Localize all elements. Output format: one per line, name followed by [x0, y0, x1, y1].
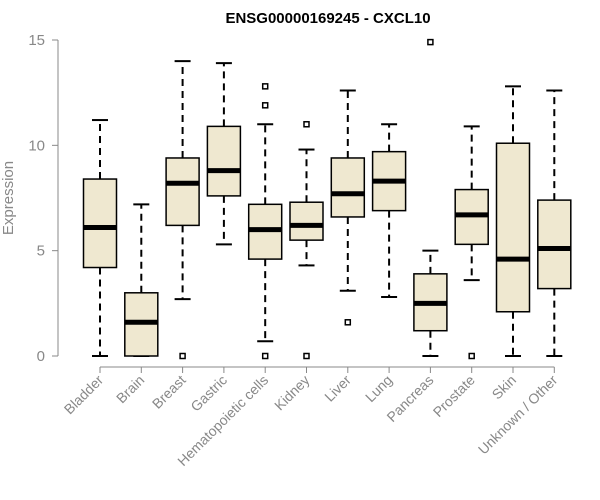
y-tick-label: 10	[28, 137, 45, 154]
box-kidney	[289, 121, 324, 360]
outlier-point	[261, 102, 269, 109]
x-tick-label: Skin	[489, 372, 520, 403]
y-tick-label: 5	[37, 243, 45, 260]
x-tick-label: Lung	[362, 372, 395, 405]
box-skin	[495, 85, 531, 357]
y-tick-label: 0	[37, 348, 45, 365]
iqr-box	[206, 125, 242, 197]
outlier-point	[344, 319, 352, 326]
x-tick-label: Kidney	[271, 372, 313, 414]
x-tick-label: Breast	[149, 372, 189, 412]
iqr-box	[289, 201, 324, 241]
box-hematopoietic-cells	[247, 83, 283, 360]
iqr-box	[495, 142, 531, 313]
box-unknown-other	[537, 89, 572, 357]
box-bladder	[82, 119, 118, 357]
iqr-box	[537, 199, 572, 290]
iqr-box	[82, 178, 118, 269]
y-axis-label: Expression	[0, 161, 17, 235]
outlier-point	[261, 83, 269, 90]
box-lung	[371, 123, 407, 299]
outlier-point	[427, 38, 434, 46]
iqr-box	[330, 157, 366, 218]
box-brain	[124, 203, 159, 357]
x-tick-label: Brain	[113, 372, 147, 406]
y-tick-label: 15	[28, 32, 45, 49]
x-tick-label: Liver	[321, 372, 354, 405]
outlier-point	[468, 352, 475, 360]
outlier-point	[261, 352, 269, 360]
box-liver	[330, 89, 366, 326]
box-pancreas	[413, 38, 448, 357]
x-tick-label: Prostate	[430, 372, 478, 420]
box-breast	[165, 60, 200, 360]
box-prostate	[454, 125, 489, 360]
outlier-point	[303, 352, 310, 360]
outlier-point	[303, 121, 310, 128]
chart-title: ENSG00000169245 - CXCL10	[225, 10, 430, 27]
boxes-group	[82, 38, 572, 360]
y-axis: 0 5 10 15	[28, 32, 59, 365]
iqr-box	[165, 157, 200, 227]
x-tick-label: Bladder	[61, 372, 107, 418]
outlier-point	[179, 352, 186, 360]
box-gastric	[206, 62, 242, 246]
